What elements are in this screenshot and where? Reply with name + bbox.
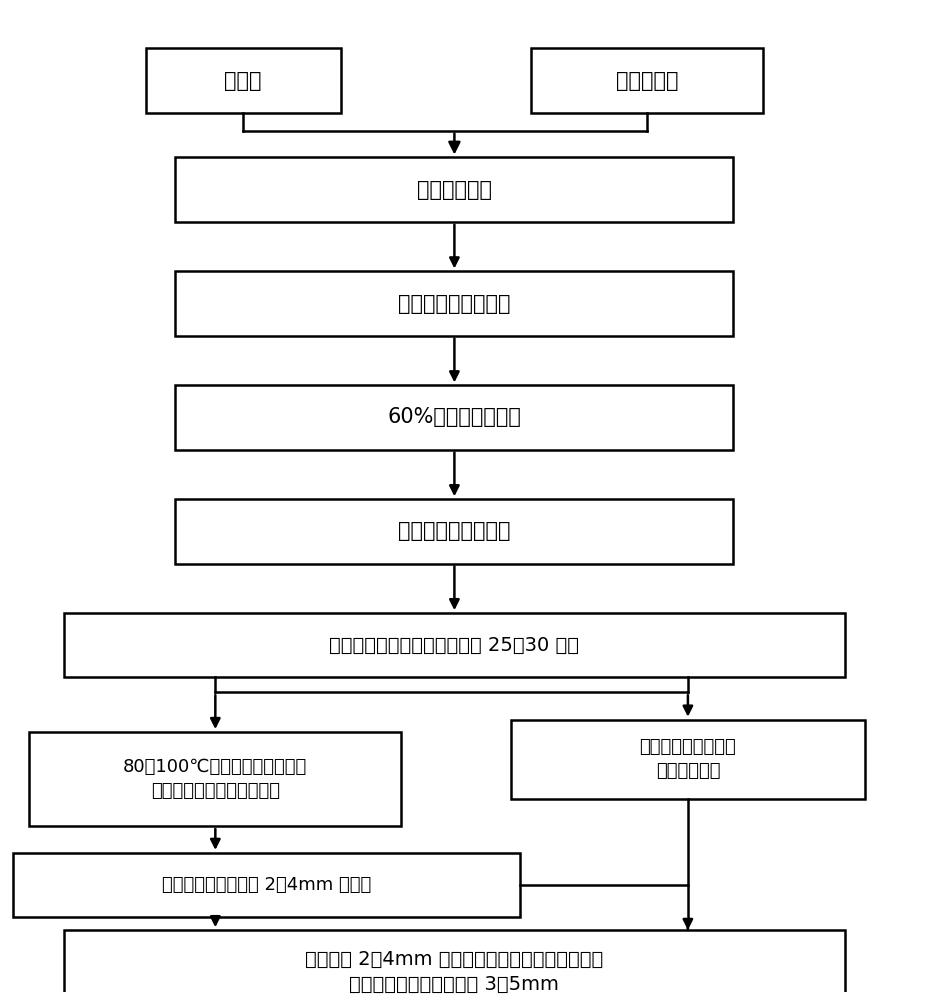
Text: 无水乙醇浸没: 无水乙醇浸没 <box>417 180 492 200</box>
Text: 60%聚四氟乙烯乳液: 60%聚四氟乙烯乳液 <box>387 407 522 427</box>
Text: 多孔碳: 多孔碳 <box>225 71 262 91</box>
FancyBboxPatch shape <box>175 271 733 336</box>
FancyBboxPatch shape <box>531 48 763 113</box>
Text: 将上述泥状物质辊压 2～4mm 成薄膜: 将上述泥状物质辊压 2～4mm 成薄膜 <box>162 876 371 894</box>
FancyBboxPatch shape <box>175 157 733 222</box>
FancyBboxPatch shape <box>29 732 401 826</box>
FancyBboxPatch shape <box>511 720 865 799</box>
FancyBboxPatch shape <box>175 499 733 564</box>
FancyBboxPatch shape <box>63 930 845 1000</box>
Text: 超声、搅拌充分混匀: 超声、搅拌充分混匀 <box>398 294 510 314</box>
Text: 将制得的 2～4mm 多孔碳薄膜滚压在镍网表面，使
得最终制备的阳极厚度为 3～5mm: 将制得的 2～4mm 多孔碳薄膜滚压在镍网表面，使 得最终制备的阳极厚度为 3～… <box>305 950 604 994</box>
Text: 将镍网完全浸没在上述溶液中 25～30 分钟: 将镍网完全浸没在上述溶液中 25～30 分钟 <box>329 636 579 655</box>
Text: 用镊子取出镍网，并
使其自然风干: 用镊子取出镍网，并 使其自然风干 <box>639 738 736 780</box>
FancyBboxPatch shape <box>146 48 341 113</box>
FancyBboxPatch shape <box>175 385 733 450</box>
Text: 超声、搅拌充分混匀: 超声、搅拌充分混匀 <box>398 521 510 541</box>
FancyBboxPatch shape <box>13 853 520 917</box>
Text: 紫精化合物: 紫精化合物 <box>616 71 678 91</box>
Text: 80～100℃的水浴锅中加热、搅
拌直到成为粘稠态泥状物质: 80～100℃的水浴锅中加热、搅 拌直到成为粘稠态泥状物质 <box>123 758 308 800</box>
FancyBboxPatch shape <box>63 613 845 677</box>
